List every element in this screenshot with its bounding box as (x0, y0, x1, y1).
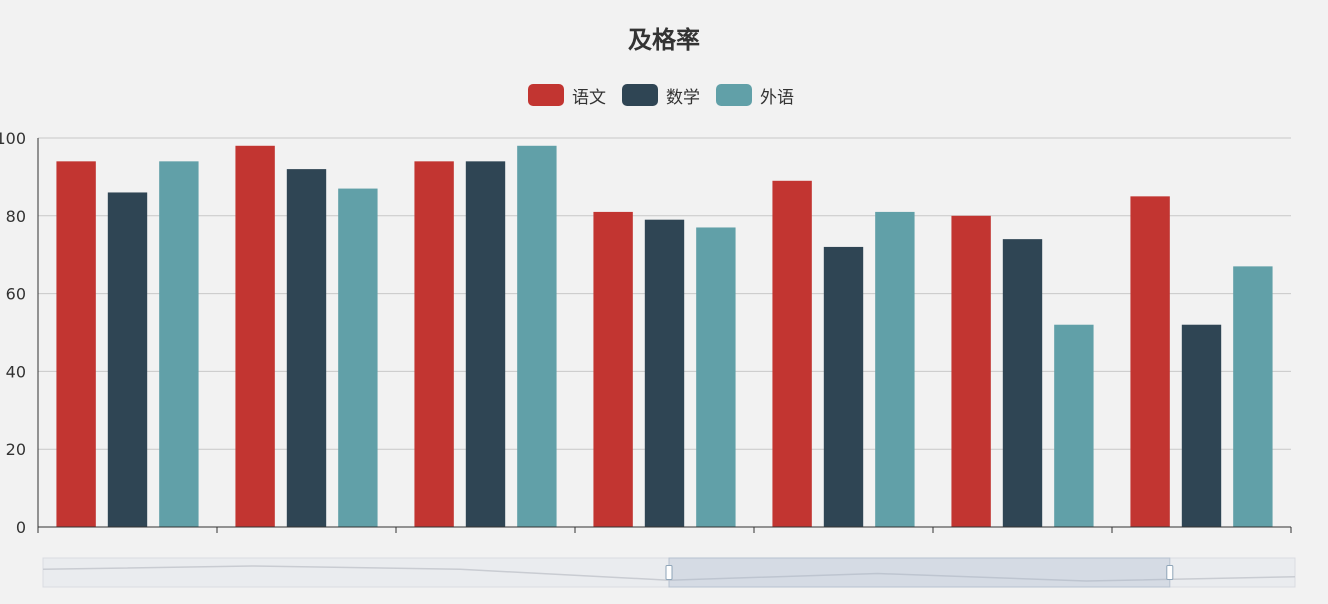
legend: 语文 数学 外语 (528, 82, 794, 108)
bar-2-5[interactable] (1054, 324, 1094, 527)
legend-swatch-1 (622, 84, 658, 106)
bar-0-6[interactable] (1130, 196, 1170, 527)
chart-title: 及格率 (628, 26, 700, 54)
legend-label-2: 外语 (760, 87, 794, 108)
bar-2-2[interactable] (517, 145, 557, 527)
y-tick-label-2: 40 (6, 362, 26, 381)
legend-label-1: 数学 (666, 87, 700, 108)
bar-2-4[interactable] (875, 211, 915, 527)
y-tick-label-3: 60 (6, 285, 26, 304)
bar-2-6[interactable] (1233, 266, 1273, 527)
bar-1-1[interactable] (286, 169, 327, 527)
bar-1-0[interactable] (107, 192, 148, 527)
y-tick-label-1: 20 (6, 440, 26, 459)
legend-item-0[interactable]: 语文 (528, 83, 606, 108)
datazoom-handle-0[interactable] (665, 565, 673, 580)
y-tick-label-5: 100 (0, 129, 26, 148)
legend-swatch-0 (528, 84, 564, 106)
bar-0-2[interactable] (414, 161, 454, 527)
bar-1-6[interactable] (1181, 324, 1222, 527)
y-tick-label-4: 80 (6, 207, 26, 226)
bar-0-3[interactable] (593, 211, 633, 527)
bar-1-4[interactable] (823, 246, 864, 528)
bar-0-5[interactable] (951, 215, 991, 528)
bar-2-3[interactable] (696, 227, 736, 527)
bar-0-1[interactable] (235, 145, 275, 527)
legend-item-1[interactable]: 数学 (622, 83, 700, 108)
legend-item-2[interactable]: 外语 (716, 83, 794, 108)
bar-1-3[interactable] (644, 219, 685, 527)
y-tick-label-0: 0 (16, 518, 26, 537)
bar-1-2[interactable] (465, 161, 506, 527)
legend-swatch-2 (716, 84, 752, 106)
bar-1-5[interactable] (1002, 239, 1043, 527)
bar-0-0[interactable] (56, 161, 96, 527)
datazoom-handle-1[interactable] (1166, 565, 1174, 580)
legend-label-0: 语文 (572, 87, 606, 108)
bar-2-0[interactable] (159, 161, 199, 527)
datazoom-selection[interactable] (668, 557, 1171, 588)
bar-0-4[interactable] (772, 180, 812, 528)
bar-2-1[interactable] (338, 188, 378, 527)
